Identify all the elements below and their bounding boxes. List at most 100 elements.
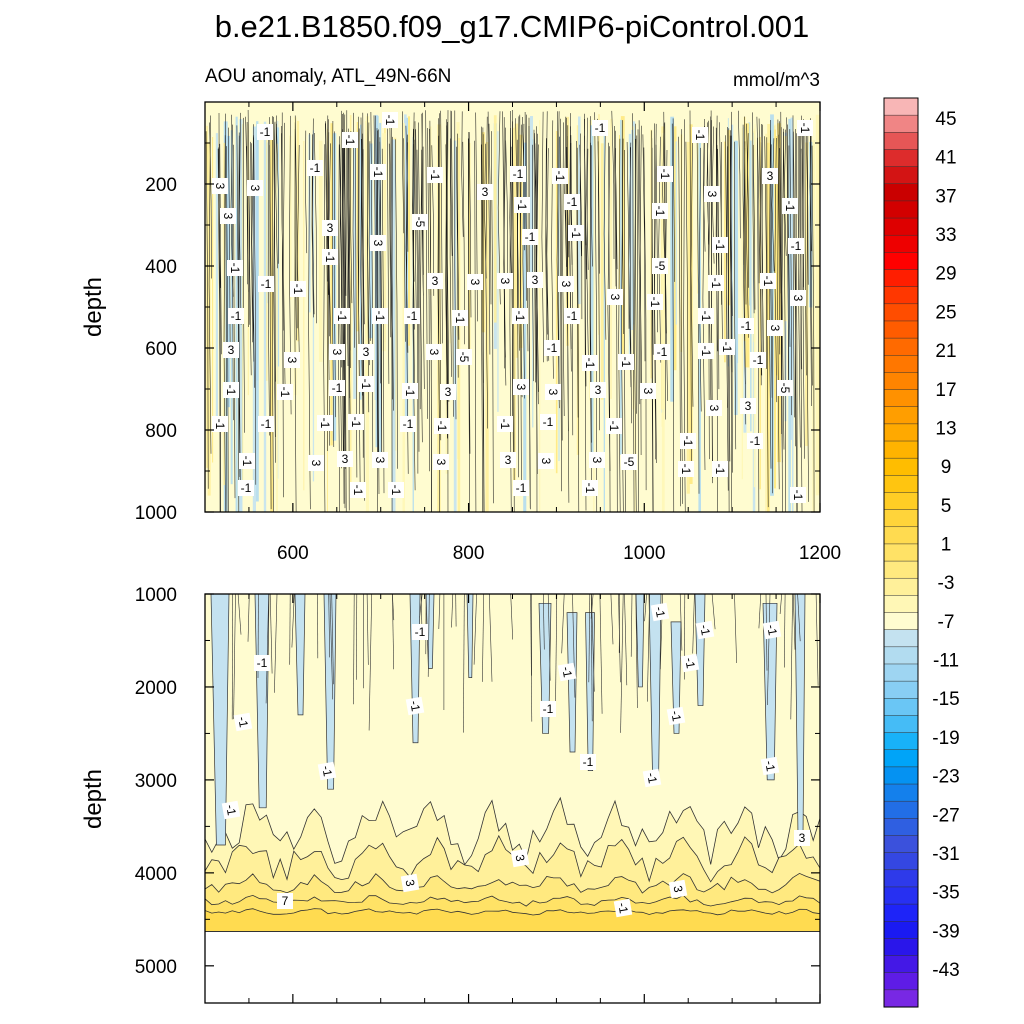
contour-label: 3 bbox=[762, 168, 778, 184]
contour-label: -1 bbox=[650, 602, 670, 622]
contour-label: 3 bbox=[370, 235, 386, 251]
contour-label: -1 bbox=[760, 756, 780, 776]
contour-line bbox=[489, 594, 493, 682]
svg-text:-1: -1 bbox=[619, 357, 633, 368]
colorbar-label: -39 bbox=[932, 921, 959, 942]
colorbar-label: 1 bbox=[941, 535, 952, 556]
contour-label: -1 bbox=[582, 480, 598, 496]
y-tick-label: 800 bbox=[145, 421, 177, 442]
svg-text:3: 3 bbox=[705, 191, 719, 198]
y-tick-label: 1000 bbox=[135, 585, 177, 606]
contour-label: -1 bbox=[497, 416, 513, 432]
contour-line bbox=[438, 594, 441, 630]
contour-label: -1 bbox=[797, 120, 813, 136]
contour-label: 3 bbox=[545, 384, 561, 400]
contour-label: -1 bbox=[582, 355, 598, 371]
svg-text:-1: -1 bbox=[335, 311, 349, 322]
contour-label: 3 bbox=[704, 186, 720, 202]
contour-label: -1 bbox=[678, 461, 694, 477]
svg-text:7: 7 bbox=[282, 894, 289, 908]
contour-label: -1 bbox=[698, 343, 714, 359]
negative-anomaly-plume bbox=[566, 612, 578, 753]
colorbar-label: 9 bbox=[941, 457, 952, 478]
contour-line bbox=[291, 594, 295, 648]
contour-label: 3 bbox=[212, 178, 228, 194]
colorbar: 45 41 37 33 29 25 21 17 13 9 5 1 -3 -7 -11 -15 -19 -23 -27… bbox=[883, 97, 960, 1008]
contour-label: -1 bbox=[412, 624, 428, 640]
svg-text:-1: -1 bbox=[750, 434, 761, 448]
svg-text:3: 3 bbox=[791, 295, 805, 302]
colorbar-cell bbox=[883, 732, 919, 751]
contour-label: 3 bbox=[322, 220, 338, 236]
svg-text:3: 3 bbox=[342, 452, 349, 466]
svg-text:-1: -1 bbox=[428, 170, 442, 181]
svg-text:-1: -1 bbox=[607, 421, 621, 432]
contour-label: 3 bbox=[790, 290, 806, 306]
contour-label: -1 bbox=[227, 260, 243, 276]
svg-text:-1: -1 bbox=[261, 417, 272, 431]
contour-label: 3 bbox=[640, 383, 656, 399]
contour-label: -1 bbox=[762, 620, 782, 640]
contour-label: -1 bbox=[221, 800, 241, 820]
contour-line bbox=[353, 594, 355, 705]
contour-line bbox=[530, 594, 533, 722]
colorbar-cell bbox=[883, 406, 919, 425]
svg-text:-1: -1 bbox=[668, 710, 684, 723]
contour-line bbox=[392, 594, 394, 670]
svg-text:3: 3 bbox=[228, 343, 235, 357]
contour-line bbox=[624, 594, 628, 686]
svg-text:3: 3 bbox=[432, 274, 439, 288]
contour-line bbox=[599, 594, 603, 714]
contour-line bbox=[644, 594, 647, 622]
contour-line bbox=[463, 594, 465, 733]
svg-text:-1: -1 bbox=[228, 263, 242, 274]
contour-label: -1 bbox=[680, 653, 700, 673]
colorbar-cell bbox=[883, 577, 919, 596]
contour-label: -5 bbox=[412, 214, 428, 230]
svg-text:-1: -1 bbox=[323, 252, 337, 263]
colorbar-cell bbox=[883, 234, 919, 253]
contour-label: -5 bbox=[777, 380, 793, 396]
contour-line bbox=[711, 594, 716, 630]
colorbar-cell bbox=[883, 938, 919, 957]
contour-label: -1 bbox=[233, 712, 253, 732]
svg-text:-1: -1 bbox=[291, 284, 305, 295]
colorbar-cell bbox=[883, 989, 919, 1008]
contour-label: -1 bbox=[522, 229, 538, 245]
contour-label: 3 bbox=[308, 455, 324, 471]
contour-label: -1 bbox=[317, 415, 333, 431]
colorbar-frame bbox=[883, 97, 919, 1008]
colorbar-cell bbox=[883, 337, 919, 356]
contour-label: -1 bbox=[402, 383, 418, 399]
svg-text:-1: -1 bbox=[278, 387, 292, 398]
svg-text:3: 3 bbox=[498, 278, 512, 285]
svg-text:3: 3 bbox=[285, 357, 299, 364]
contour-label: -5 bbox=[456, 349, 472, 365]
colorbar-label: 29 bbox=[935, 264, 956, 285]
contour-label: -1 bbox=[322, 249, 338, 265]
svg-text:-1: -1 bbox=[403, 417, 414, 431]
colorbar-label: -11 bbox=[933, 651, 959, 672]
colorbar-label: -15 bbox=[932, 689, 959, 710]
colorbar-cell bbox=[883, 715, 919, 734]
svg-text:-5: -5 bbox=[778, 383, 792, 394]
contour-line bbox=[767, 594, 771, 706]
colorbar-label: 25 bbox=[935, 302, 956, 323]
colorbar-label: 41 bbox=[935, 148, 956, 169]
svg-text:3: 3 bbox=[513, 853, 528, 862]
svg-text:3: 3 bbox=[403, 878, 418, 887]
contour-label: -1 bbox=[698, 308, 714, 324]
contour-label: -1 bbox=[277, 384, 293, 400]
contour-label: -1 bbox=[400, 416, 416, 432]
lower-panel: -1 -1 -1 -1 -1 -1 -1 -1 -1 -1 -1 -1 -1 -1 -1 -1 3 3 3 3 7 -1 1… bbox=[80, 585, 821, 1004]
svg-text:-1: -1 bbox=[583, 358, 597, 369]
lower-contour-labels: -1 -1 -1 -1 -1 -1 -1 -1 -1 -1 -1 -1 -1 -1 -1 -1 3 3 3 3 7 -1 bbox=[221, 602, 810, 918]
contour-line bbox=[543, 594, 545, 650]
colorbar-cell bbox=[883, 612, 919, 631]
contour-line bbox=[482, 594, 484, 682]
svg-text:-1: -1 bbox=[658, 169, 672, 180]
colorbar-cell bbox=[883, 595, 919, 614]
svg-text:3: 3 bbox=[309, 460, 323, 467]
contour-label: -1 bbox=[564, 194, 580, 210]
colorbar-cell bbox=[883, 320, 919, 339]
